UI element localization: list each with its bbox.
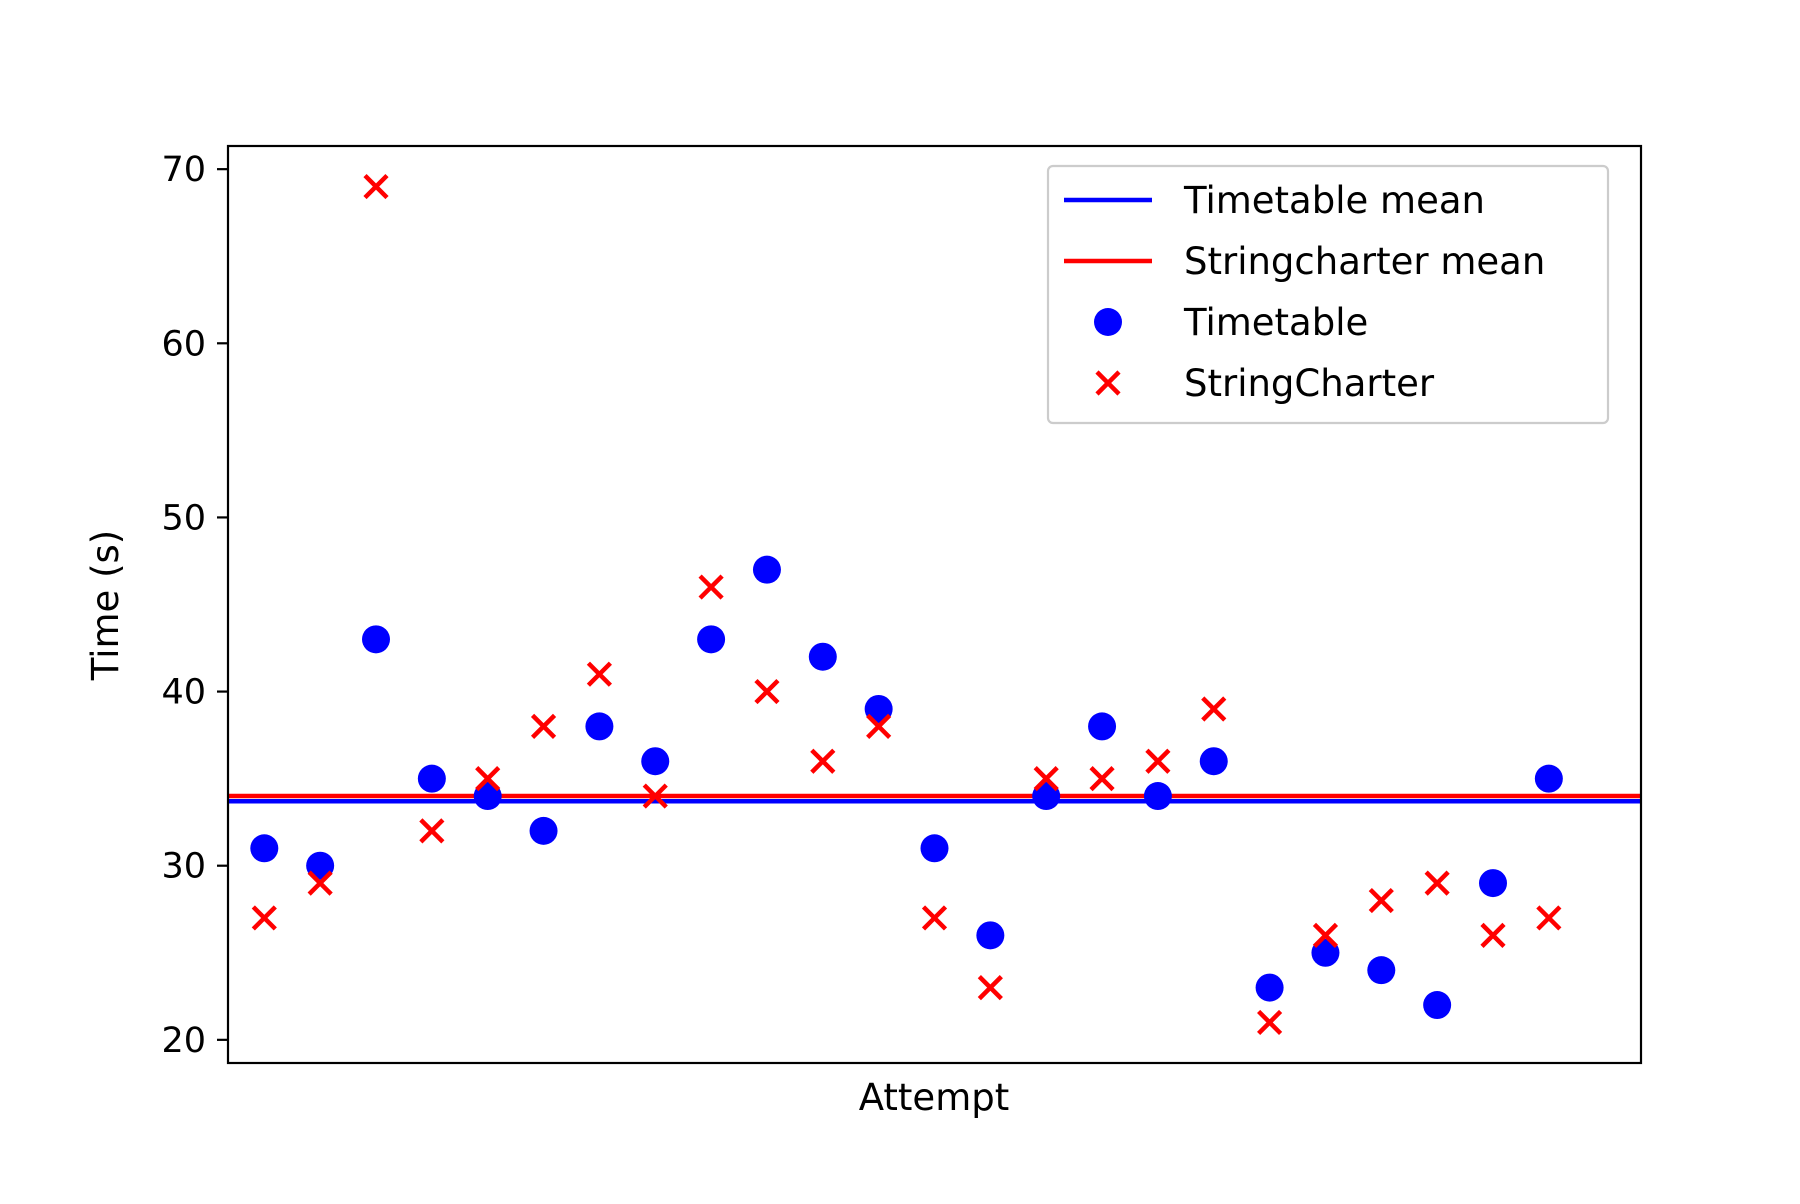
stringcharter-point (475, 766, 501, 792)
legend-label: Timetable mean (1183, 179, 1485, 222)
stringcharter-point (1257, 1009, 1283, 1036)
stringcharter-point (1536, 905, 1562, 931)
y-tick-label: 40 (161, 673, 206, 713)
timetable-point (1311, 938, 1340, 967)
legend-label: Timetable (1183, 301, 1368, 344)
timetable-point (250, 834, 279, 863)
stringcharter-point (307, 870, 333, 896)
stringcharter-point (866, 713, 892, 739)
y-axis: 20 30 40 50 60 70 (161, 150, 228, 1061)
stringcharter-point (810, 748, 836, 774)
y-tick-label: 60 (161, 324, 206, 364)
stringcharter-point (1089, 766, 1115, 792)
mean-lines (228, 793, 1641, 804)
legend-label: StringCharter (1184, 362, 1435, 405)
timetable-point (1199, 747, 1228, 776)
timetable-point (1032, 782, 1061, 811)
plot-area-frame (226, 144, 1643, 1065)
timetable-point (1143, 782, 1172, 811)
legend-box (1046, 164, 1610, 425)
stringcharter-point (419, 818, 445, 844)
y-tick-label: 70 (161, 150, 206, 190)
timetable-point (1367, 956, 1396, 985)
stringcharter-point (1424, 870, 1450, 896)
legend: Timetable mean Stringcharter mean Timetabl… (1046, 164, 1610, 425)
x-axis-label: Attempt (859, 1076, 1009, 1119)
stringcharter-point (530, 713, 557, 739)
stringcharter-point (754, 678, 780, 705)
stringcharter-point (251, 905, 277, 931)
timetable-point (1478, 869, 1507, 898)
timetable-point (697, 625, 726, 654)
stringcharter-point (977, 975, 1003, 1001)
stringcharter-point (363, 173, 389, 200)
timetable-point (473, 782, 502, 811)
stringcharter-point (642, 783, 668, 809)
timetable-point (920, 834, 949, 863)
timetable-point (529, 816, 558, 845)
y-tick-label: 50 (161, 498, 206, 538)
timetable-point (417, 764, 446, 793)
stringcharter-point (1368, 887, 1394, 914)
timetable-point (585, 712, 614, 741)
y-tick-label: 30 (161, 847, 206, 887)
y-tick-label: 20 (161, 1021, 206, 1061)
timetable-point (752, 555, 781, 584)
timetable-point (641, 747, 670, 776)
timetable-point (1088, 712, 1117, 741)
legend-label: Stringcharter mean (1184, 240, 1545, 283)
timetable-point (864, 694, 893, 723)
timetable-point (306, 851, 335, 880)
timetable-point (1255, 973, 1284, 1002)
stringcharter-point (586, 661, 612, 687)
y-axis-label: Time (s) (84, 530, 127, 681)
stringcharter-point (921, 905, 948, 931)
stringcharter-point (1201, 696, 1227, 722)
timetable-point (808, 642, 837, 671)
stringcharter-point (698, 574, 724, 600)
timetable-point (976, 921, 1005, 950)
data-points (250, 173, 1563, 1036)
stringcharter-point (1480, 922, 1506, 948)
legend-x-handle (1095, 370, 1121, 396)
timetable-point (1534, 764, 1563, 793)
stringcharter-point (1145, 748, 1171, 774)
stringcharter-point (1033, 766, 1059, 792)
legend-circle-handle (1094, 308, 1122, 336)
stringcharter-point (1312, 922, 1339, 948)
timetable-point (1423, 991, 1452, 1020)
timetable-point (362, 625, 391, 654)
